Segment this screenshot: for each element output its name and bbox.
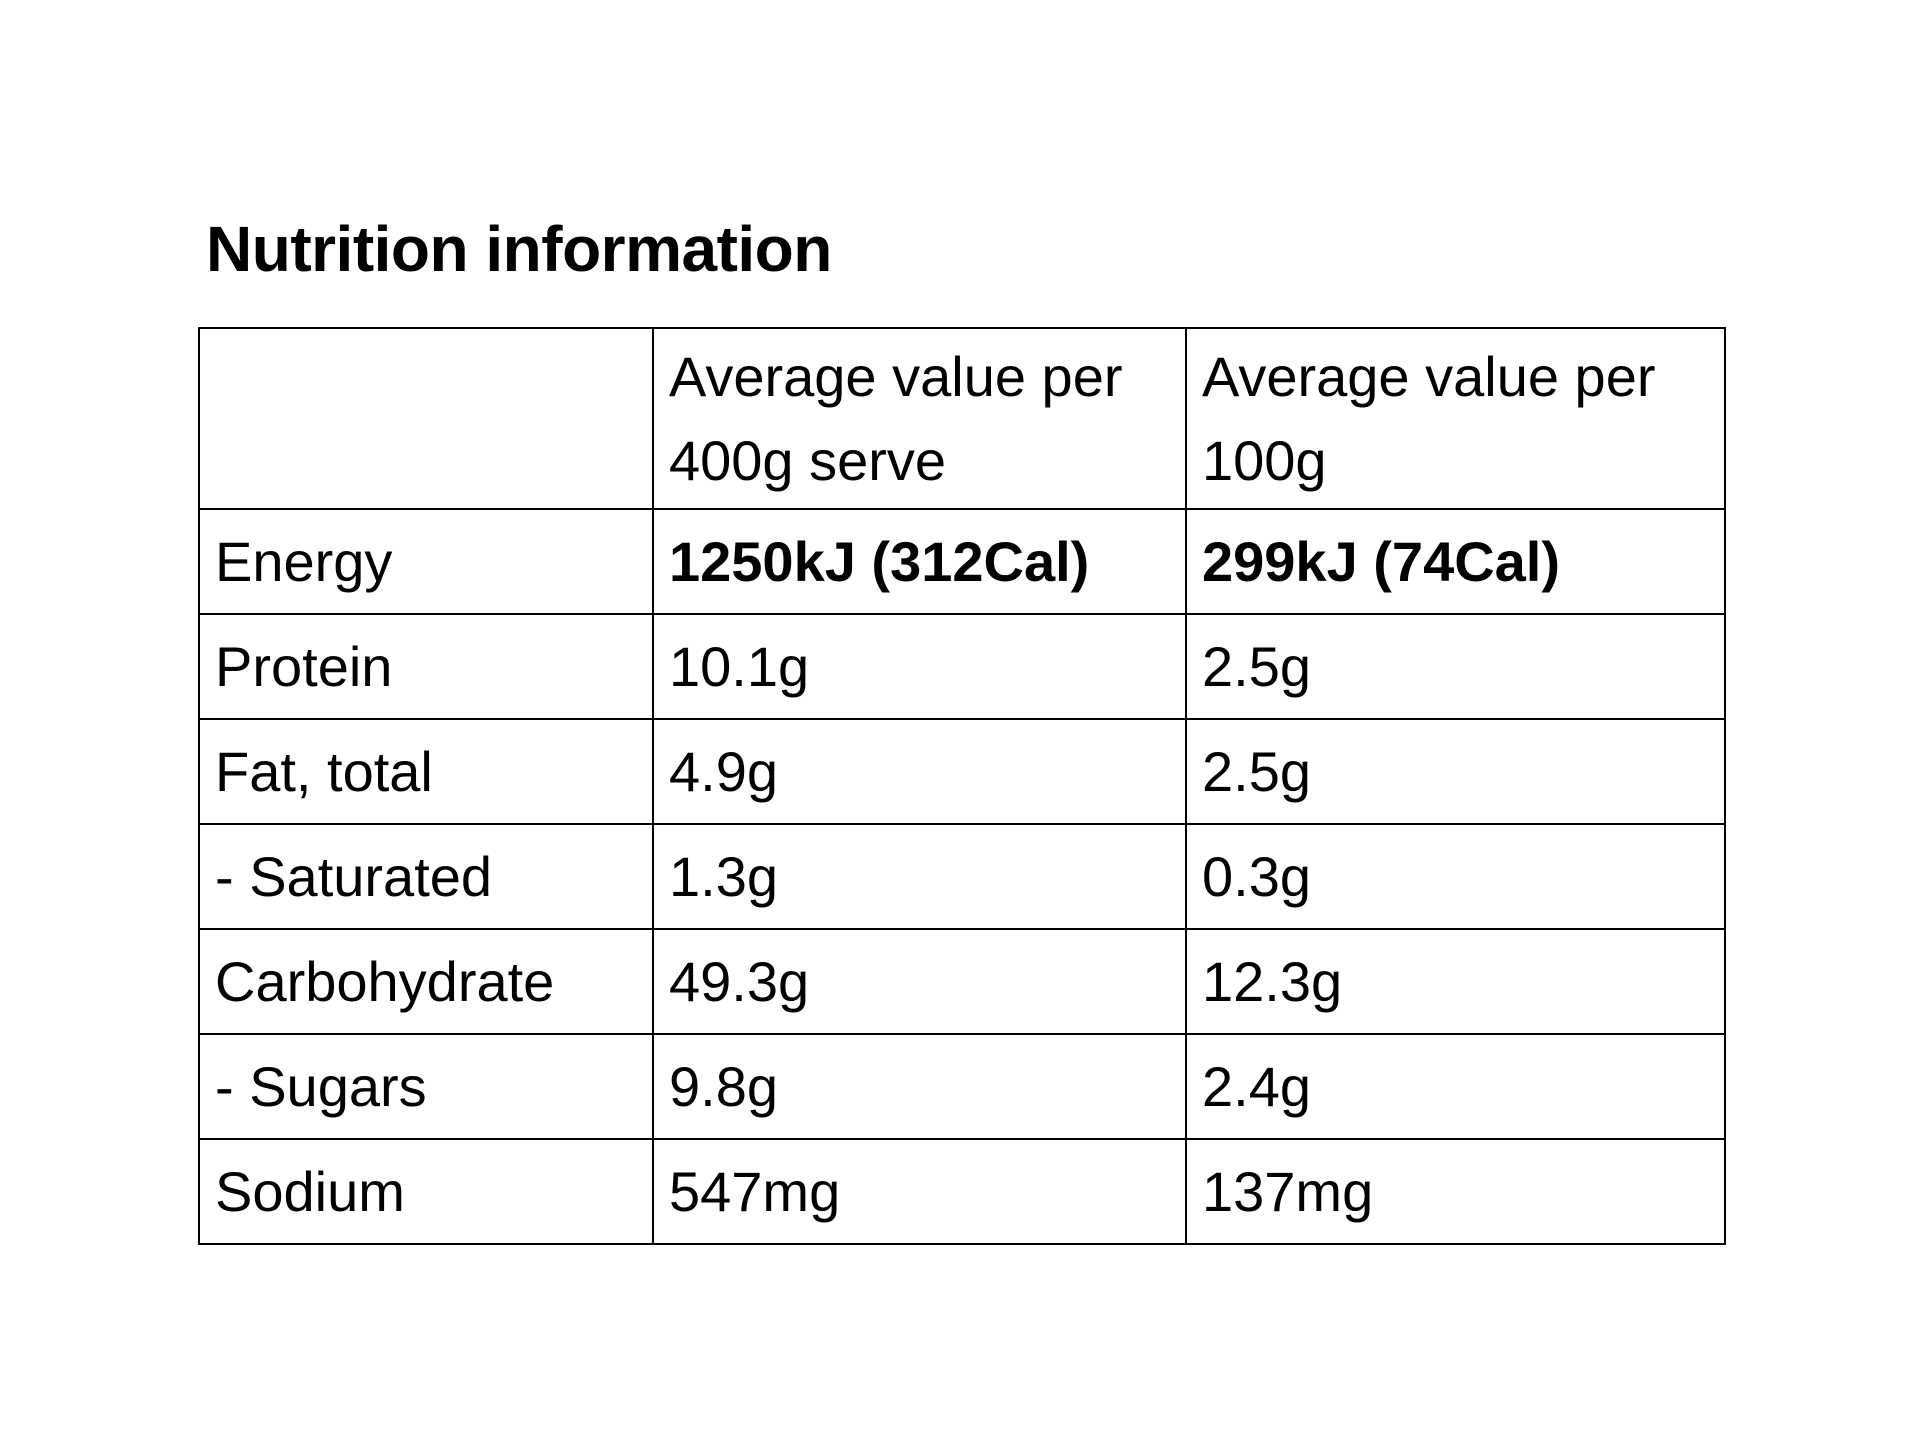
per-serve-value: 547mg: [652, 1138, 1187, 1245]
nutrient-label: Protein: [198, 613, 654, 720]
table-row-energy: Energy 1250kJ (312Cal) 299kJ (74Cal): [198, 508, 1726, 615]
nutrient-label: Fat, total: [198, 718, 654, 825]
per-serve-value: 1.3g: [652, 823, 1187, 930]
table-row-fat-total: Fat, total 4.9g 2.5g: [198, 718, 1726, 825]
table-row-sugars: - Sugars 9.8g 2.4g: [198, 1033, 1726, 1140]
table-row-saturated-fat: - Saturated 1.3g 0.3g: [198, 823, 1726, 930]
per-100g-value: 2.4g: [1185, 1033, 1726, 1140]
nutrition-table: Average value per 400g serve Average val…: [198, 327, 1726, 1245]
header-cell-per-100g: Average value per 100g: [1185, 327, 1726, 510]
per-100g-value: 12.3g: [1185, 928, 1726, 1035]
nutrient-label: - Saturated: [198, 823, 654, 930]
nutrient-label: Carbohydrate: [198, 928, 654, 1035]
table-row-carbohydrate: Carbohydrate 49.3g 12.3g: [198, 928, 1726, 1035]
per-serve-value: 4.9g: [652, 718, 1187, 825]
header-cell-per-serve: Average value per 400g serve: [652, 327, 1187, 510]
per-serve-value: 9.8g: [652, 1033, 1187, 1140]
per-100g-value: 2.5g: [1185, 718, 1726, 825]
per-100g-value: 299kJ (74Cal): [1185, 508, 1726, 615]
per-100g-value: 2.5g: [1185, 613, 1726, 720]
page-title: Nutrition information: [206, 213, 832, 285]
table-row-sodium: Sodium 547mg 137mg: [198, 1138, 1726, 1245]
per-100g-value: 0.3g: [1185, 823, 1726, 930]
per-serve-value: 10.1g: [652, 613, 1187, 720]
nutrient-label: - Sugars: [198, 1033, 654, 1140]
nutrient-label: Sodium: [198, 1138, 654, 1245]
table-row-protein: Protein 10.1g 2.5g: [198, 613, 1726, 720]
nutrient-label: Energy: [198, 508, 654, 615]
table-header-row: Average value per 400g serve Average val…: [198, 327, 1726, 510]
per-serve-value: 49.3g: [652, 928, 1187, 1035]
header-cell-nutrient: [198, 327, 654, 510]
per-serve-value: 1250kJ (312Cal): [652, 508, 1187, 615]
per-100g-value: 137mg: [1185, 1138, 1726, 1245]
